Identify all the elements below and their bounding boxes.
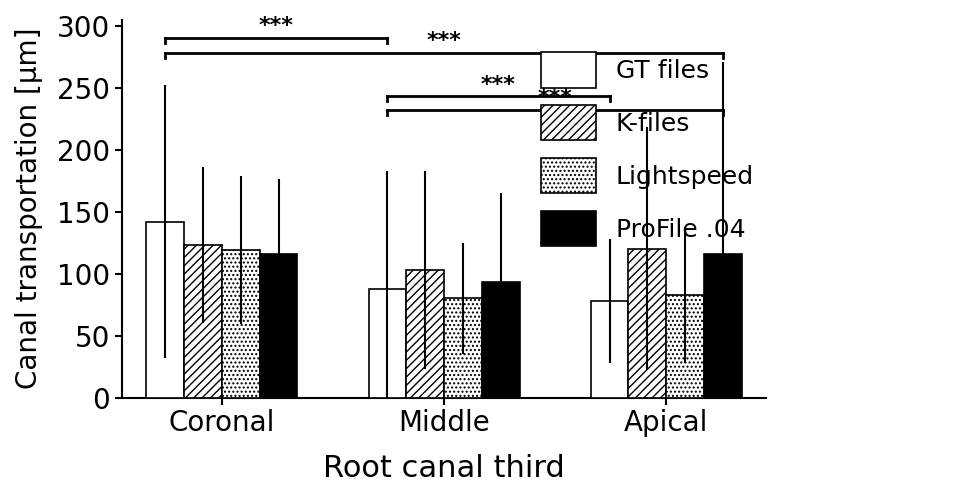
Bar — [704, 254, 741, 397]
X-axis label: Root canal third: Root canal third — [323, 454, 564, 483]
Y-axis label: Canal transportation [μm]: Canal transportation [μm] — [15, 28, 43, 389]
Bar — [666, 295, 704, 397]
Bar — [628, 249, 666, 397]
Bar — [146, 222, 184, 397]
Bar — [184, 245, 222, 397]
Text: ***: *** — [259, 16, 293, 36]
Bar — [590, 301, 628, 397]
Bar — [406, 270, 444, 397]
Bar — [481, 282, 520, 397]
Text: ***: *** — [538, 88, 572, 108]
Legend: GT files, K-files, Lightspeed, ProFile .04: GT files, K-files, Lightspeed, ProFile .… — [528, 40, 766, 259]
Bar — [260, 254, 297, 397]
Bar — [222, 250, 260, 397]
Text: ***: *** — [480, 75, 516, 95]
Bar — [369, 288, 406, 397]
Bar — [444, 298, 481, 397]
Text: ***: *** — [427, 31, 461, 51]
